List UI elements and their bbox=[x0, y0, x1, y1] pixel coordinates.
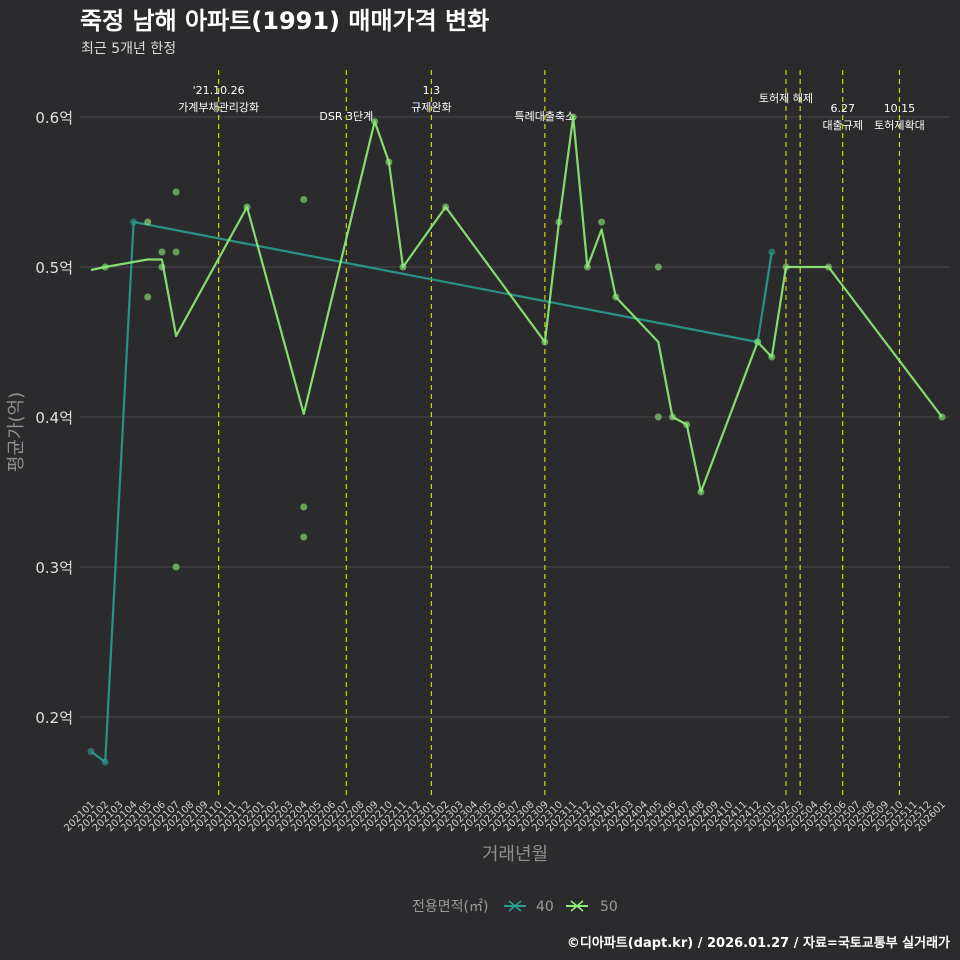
point-50-18 bbox=[385, 158, 393, 166]
point-50-27 bbox=[654, 263, 662, 271]
y-tick-labels: 0.2억 0.3억 0.4억 0.5억 0.6억 bbox=[35, 109, 73, 727]
point-50-26 bbox=[612, 293, 620, 301]
policy-annotation-0-1: 가계부채관리강화 bbox=[178, 101, 259, 114]
x-tick-labels: 2021012021022021032021042021052021062021… bbox=[62, 799, 948, 834]
chart-subtitle: 최근 5개년 한정 bbox=[81, 41, 176, 57]
point-40-2 bbox=[130, 218, 138, 226]
point-50-14 bbox=[300, 196, 308, 203]
point-50-8 bbox=[158, 248, 166, 256]
point-50-25 bbox=[598, 218, 606, 226]
point-50-16 bbox=[300, 533, 308, 541]
legend-cross-40-icon bbox=[508, 900, 522, 912]
legend-cross-50-icon bbox=[570, 900, 584, 912]
point-50-35 bbox=[825, 263, 833, 271]
legend-label-50: 50 bbox=[600, 899, 618, 915]
point-50-33 bbox=[768, 353, 776, 361]
x-axis-title: 거래년월 bbox=[482, 844, 548, 865]
point-40-4 bbox=[768, 248, 776, 256]
point-40-1 bbox=[101, 758, 109, 766]
point-50-12 bbox=[172, 563, 180, 571]
point-50-20 bbox=[442, 203, 450, 211]
point-50-34 bbox=[782, 263, 790, 271]
point-50-17 bbox=[371, 118, 379, 125]
y-tick-label-4: 0.6억 bbox=[35, 109, 73, 127]
policy-annotation-1-0: DSR 3단계 bbox=[319, 110, 373, 123]
policy-annotation-4-0: 토허제 해제 bbox=[759, 91, 813, 105]
y-tick-label-2: 0.4억 bbox=[35, 409, 73, 427]
scatter-points bbox=[87, 113, 946, 766]
series-line-50 bbox=[90, 115, 943, 494]
legend: 전용면적(㎡) 40 50 bbox=[412, 899, 618, 915]
point-50-11 bbox=[172, 248, 180, 256]
point-50-6 bbox=[144, 218, 152, 226]
point-50-10 bbox=[172, 188, 180, 196]
caption: ©디아파트(dapt.kr) / 2026.01.27 / 자료=국토교통부 실… bbox=[567, 935, 950, 951]
point-50-9 bbox=[158, 263, 166, 271]
y-tick-label-0: 0.2억 bbox=[35, 709, 73, 727]
gridlines bbox=[80, 116, 950, 718]
y-tick-label-1: 0.3억 bbox=[35, 559, 73, 577]
point-50-32 bbox=[754, 338, 762, 346]
point-50-30 bbox=[683, 421, 691, 428]
y-axis-title: 평균가(억) bbox=[6, 392, 27, 472]
policy-annotation-7-0: 10.15 bbox=[884, 102, 916, 115]
point-50-22 bbox=[555, 218, 563, 226]
point-50-21 bbox=[541, 338, 549, 346]
point-50-36 bbox=[938, 413, 946, 421]
policy-lines bbox=[218, 70, 901, 795]
point-50-24 bbox=[583, 263, 591, 271]
policy-annotation-6-0: 6.27 bbox=[830, 102, 855, 115]
policy-annotation-6-1: 대출규제 bbox=[822, 119, 862, 132]
policy-annotation-7-1: 토허제확대 bbox=[874, 119, 925, 132]
point-50-13 bbox=[243, 203, 251, 211]
y-tick-label-3: 0.5억 bbox=[35, 259, 73, 277]
policy-annotation-0-0: '21.10.26 bbox=[193, 84, 245, 97]
point-50-29 bbox=[669, 413, 677, 421]
point-40-0 bbox=[87, 748, 95, 755]
point-50-15 bbox=[300, 503, 308, 511]
legend-label-40: 40 bbox=[536, 899, 554, 915]
policy-annotation-2-1: 규제완화 bbox=[411, 101, 451, 114]
point-50-5 bbox=[101, 263, 109, 271]
policy-annotation-2-0: 1.3 bbox=[423, 84, 441, 97]
legend-title: 전용면적(㎡) bbox=[412, 899, 488, 915]
point-50-31 bbox=[697, 488, 705, 496]
point-50-23 bbox=[569, 113, 577, 121]
point-50-28 bbox=[654, 413, 662, 421]
policy-annotation-3-0: 특례대출축소 bbox=[514, 110, 575, 123]
point-50-7 bbox=[144, 293, 152, 301]
chart-title: 죽정 남해 아파트(1991) 매매가격 변화 bbox=[80, 7, 489, 35]
point-50-19 bbox=[399, 263, 407, 271]
